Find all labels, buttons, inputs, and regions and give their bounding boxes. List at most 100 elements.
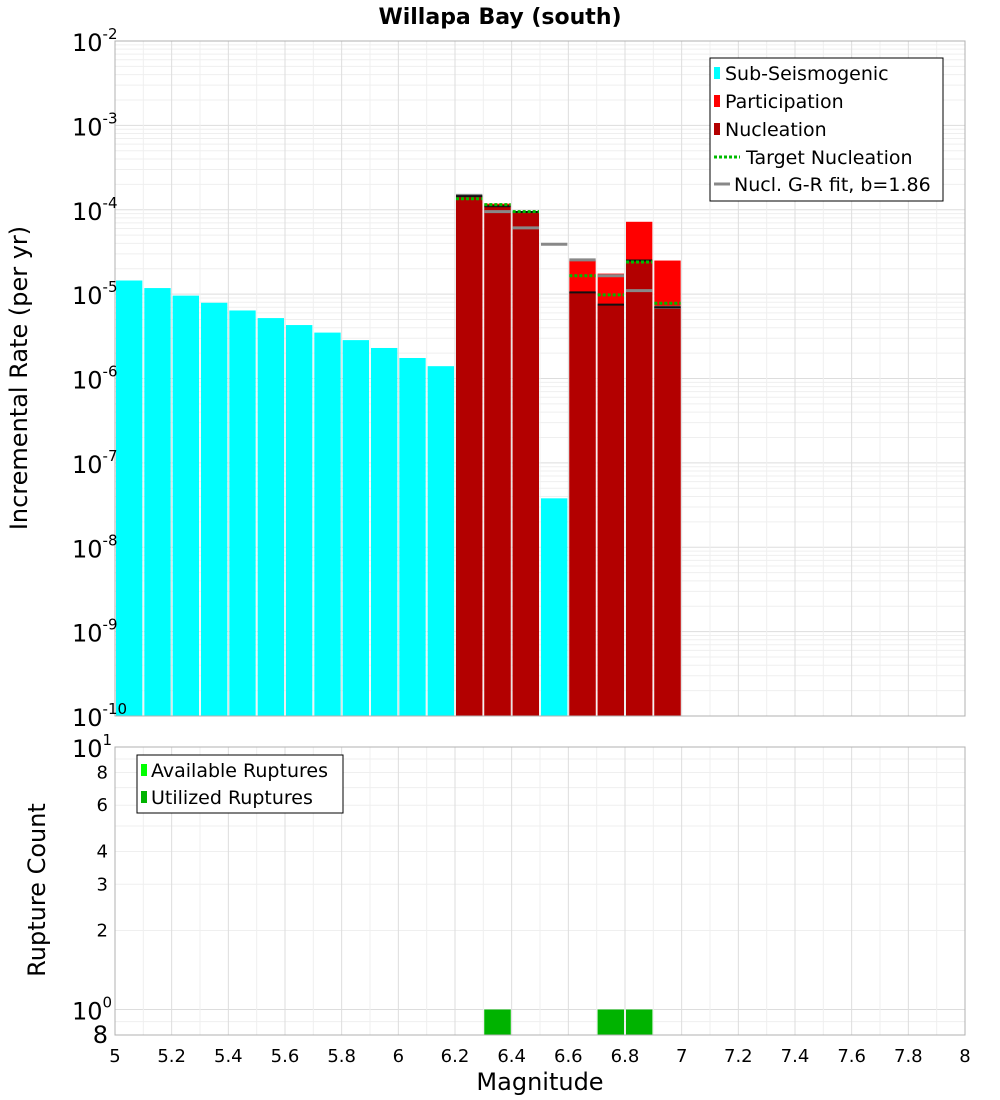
top-ytick-label: 10-5 — [72, 278, 118, 310]
bar-sub-seismogenic — [257, 318, 284, 716]
bottom-xtick-label: 6.6 — [554, 1046, 583, 1067]
top-grid — [114, 41, 966, 717]
bar-nucleation — [456, 196, 483, 716]
top-ytick-exp: -7 — [103, 447, 118, 465]
legend-label-gr-fit: Nucl. G-R fit, b=1.86 — [734, 174, 931, 196]
top-ytick-base: 10 — [72, 282, 103, 310]
bottom-xtick-label: 7.6 — [837, 1046, 866, 1067]
legend-swatch-sub-seismogenic — [714, 67, 720, 79]
bottom-xlabel: Magnitude — [476, 1068, 603, 1096]
top-ytick-label: 10-4 — [72, 194, 118, 226]
bottom-legend: Available Ruptures Utilized Ruptures — [136, 754, 344, 814]
top-ytick-base: 10 — [72, 367, 103, 395]
bar-nucleation — [512, 212, 539, 716]
bottom-xtick-label: 6 — [393, 1046, 404, 1067]
bottom-xtick-label: 6.2 — [441, 1046, 470, 1067]
top-ytick-base: 10 — [72, 451, 103, 479]
legend-swatch-available — [141, 764, 147, 776]
bottom-xtick-label: 7.4 — [781, 1046, 810, 1067]
top-ytick-label: 10-9 — [72, 616, 118, 648]
bottom-xtick-label: 7 — [676, 1046, 687, 1067]
bar-sub-seismogenic — [116, 280, 143, 716]
top-ytick-exp: -3 — [103, 109, 118, 127]
chart-title: Willapa Bay (south) — [378, 5, 621, 30]
top-ytick-exp: -8 — [103, 531, 118, 549]
bottom-xtick-label: 7.8 — [894, 1046, 923, 1067]
legend-swatch-participation — [714, 95, 720, 107]
top-ytick-label: 10-6 — [72, 363, 118, 395]
bar-nucleation — [484, 206, 511, 716]
bottom-xtick-label: 7.2 — [724, 1046, 753, 1067]
bar-sub-seismogenic — [399, 357, 426, 716]
bar-sub-seismogenic — [427, 366, 454, 716]
bar-nucleation — [626, 260, 653, 716]
top-ylabel: Incremental Rate (per yr) — [5, 226, 33, 530]
bar-nucleation — [569, 292, 596, 716]
bar-sub-seismogenic — [172, 295, 199, 716]
legend-label-nucleation: Nucleation — [725, 119, 827, 141]
top-ytick-label: 10-7 — [72, 447, 118, 479]
bottom-xtick-label: 5.4 — [214, 1046, 243, 1067]
bottom-ytick-label: 4 — [97, 841, 108, 862]
bottom-ytick-label: 8 — [97, 762, 108, 783]
bottom-ytick-major: 100 — [72, 994, 112, 1026]
top-ytick-label: 10-10 — [72, 700, 127, 732]
bottom-ytick-label-lower: 8 — [93, 1021, 108, 1049]
legend-swatch-utilized — [141, 791, 147, 803]
top-ytick-base: 10 — [72, 29, 103, 57]
legend-label-participation: Participation — [725, 91, 844, 113]
bottom-ytick-exp: 1 — [103, 731, 113, 749]
bottom-ytick-base: 10 — [72, 735, 103, 763]
top-ytick-base: 10 — [72, 704, 103, 732]
bar-sub-seismogenic — [201, 302, 228, 716]
top-ytick-exp: -5 — [103, 278, 118, 296]
top-ytick-exp: -6 — [103, 363, 118, 381]
bar-sub-seismogenic — [229, 310, 256, 716]
bottom-ylabel: Rupture Count — [23, 803, 51, 977]
top-legend-box — [709, 57, 944, 202]
bottom-xtick-label: 6.8 — [611, 1046, 640, 1067]
bottom-ytick-label: 6 — [97, 795, 108, 816]
legend-label-sub-seismogenic: Sub-Seismogenic — [725, 63, 889, 85]
bottom-xtick-label: 5 — [109, 1046, 120, 1067]
bottom-xtick-label: 6.4 — [497, 1046, 526, 1067]
bar-utilized-ruptures — [626, 1009, 653, 1035]
top-legend: Sub-Seismogenic Participation Nucleation… — [709, 57, 944, 202]
bottom-ytick-base: 10 — [72, 998, 103, 1026]
top-ytick-base: 10 — [72, 198, 103, 226]
bottom-xtick-label: 5.6 — [271, 1046, 300, 1067]
top-ytick-label: 10-2 — [72, 25, 118, 57]
bar-sub-seismogenic — [286, 325, 313, 716]
bottom-ytick-label: 3 — [97, 874, 108, 895]
top-ytick-base: 10 — [72, 535, 103, 563]
bottom-xtick-label: 8 — [959, 1046, 970, 1067]
bottom-plot-frame — [114, 746, 966, 1036]
top-ytick-exp: -10 — [103, 700, 128, 718]
bar-utilized-ruptures — [597, 1009, 624, 1035]
bottom-xtick-label: 5.8 — [327, 1046, 356, 1067]
top-plot-frame — [114, 40, 966, 717]
top-ytick-label: 10-8 — [72, 531, 118, 563]
bar-nucleation — [597, 304, 624, 716]
bar-utilized-ruptures — [484, 1009, 511, 1035]
bottom-ytick-major: 101 — [72, 731, 112, 763]
bottom-xtick-label: 5.2 — [157, 1046, 186, 1067]
top-ytick-exp: -9 — [103, 616, 118, 634]
bottom-bars — [484, 1009, 653, 1035]
bottom-ytick-label: 2 — [97, 921, 108, 942]
top-ytick-exp: -2 — [103, 25, 118, 43]
top-ytick-base: 10 — [72, 620, 103, 648]
legend-swatch-nucleation — [714, 123, 720, 135]
top-ytick-base: 10 — [72, 113, 103, 141]
top-ytick-label: 10-3 — [72, 109, 118, 141]
top-ytick-exp: -4 — [103, 194, 118, 212]
bar-sub-seismogenic — [342, 340, 369, 716]
bottom-legend-box — [136, 754, 344, 814]
legend-label-utilized: Utilized Ruptures — [151, 787, 313, 809]
bar-sub-seismogenic — [371, 347, 398, 716]
bar-sub-seismogenic — [144, 288, 171, 716]
bar-nucleation — [654, 307, 681, 716]
top-bars — [116, 193, 681, 717]
